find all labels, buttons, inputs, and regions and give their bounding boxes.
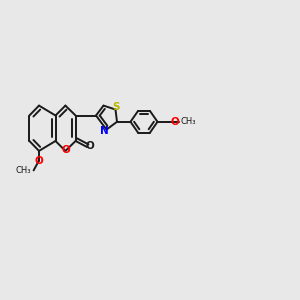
Text: CH₃: CH₃ xyxy=(16,166,31,175)
Text: O: O xyxy=(34,155,43,166)
Text: CH₃: CH₃ xyxy=(181,117,197,126)
Text: N: N xyxy=(100,126,109,136)
Text: S: S xyxy=(112,101,120,112)
Text: O: O xyxy=(85,141,94,151)
Text: O: O xyxy=(170,117,179,127)
Text: O: O xyxy=(61,145,70,155)
